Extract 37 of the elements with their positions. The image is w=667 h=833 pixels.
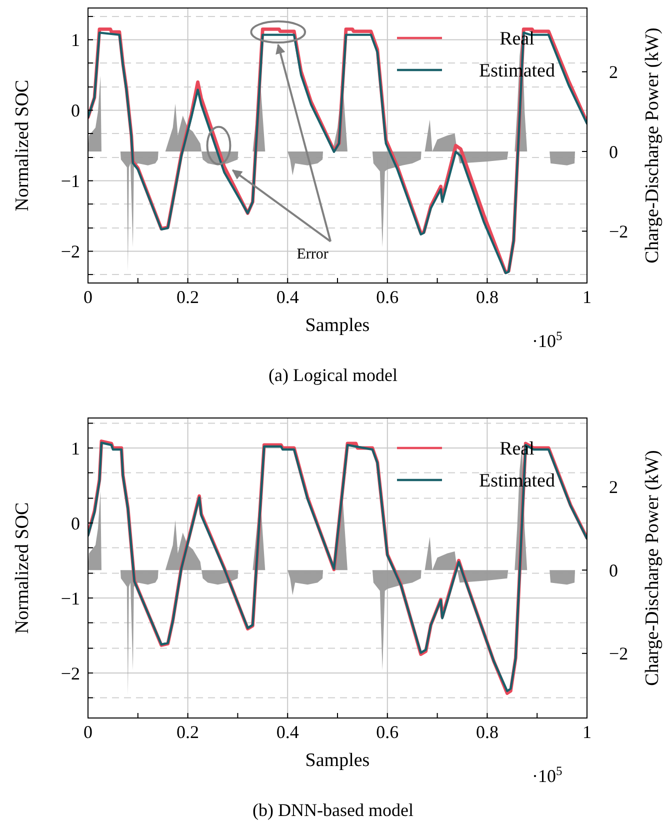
y-tick-label: −2: [60, 242, 80, 262]
y-tick-label: 1: [71, 438, 80, 458]
x-tick-label: 1: [582, 287, 592, 307]
annotation: Error: [296, 246, 328, 263]
x-tick-label: 0: [84, 287, 92, 307]
y-tick-label: −2: [60, 663, 80, 684]
y2-axis-title: Charge-Discharge Power (kW): [642, 450, 663, 686]
y2-tick-label: 2: [609, 477, 618, 498]
y-tick-label: 0: [71, 513, 80, 534]
text: ·10$^{5}$: [532, 764, 562, 786]
y2-tick-label: 0: [609, 142, 618, 162]
x-tick-label: 0.2: [176, 722, 200, 742]
text: (a) Logical model: [268, 365, 398, 385]
y-axis-title: Normalized SOC: [12, 502, 33, 634]
x-tick-label: 0.6: [376, 287, 399, 307]
x-axis-title: Samples: [305, 315, 370, 336]
y-axis-title: Normalized SOC: [12, 80, 33, 212]
text: (b) DNN-based model: [252, 800, 414, 820]
y2-axis-title: Charge-Discharge Power (kW): [642, 28, 663, 264]
x-tick-label: 0.6: [376, 722, 399, 742]
y2-tick-label: 0: [609, 560, 618, 580]
y-tick-label: −1: [60, 588, 80, 608]
x-tick-label: 0.8: [476, 722, 498, 742]
x-tick-label: 1: [582, 722, 592, 742]
y-tick-label: 1: [71, 30, 80, 50]
x-tick-label: 0.4: [276, 287, 299, 307]
x-tick-label: 0.8: [476, 287, 498, 307]
x-tick-label: 0.2: [176, 287, 200, 307]
y2-tick-label: −2: [609, 644, 628, 664]
x-tick-label: 0.4: [276, 722, 299, 742]
y2-tick-label: −2: [609, 221, 628, 242]
y-tick-label: 0: [71, 100, 80, 121]
x-axis-title: Samples: [305, 750, 370, 771]
text: ·10$^{5}$: [532, 329, 562, 351]
y2-tick-label: 2: [609, 62, 618, 82]
y-tick-label: −1: [60, 171, 80, 192]
x-tick-label: 0: [84, 722, 92, 742]
